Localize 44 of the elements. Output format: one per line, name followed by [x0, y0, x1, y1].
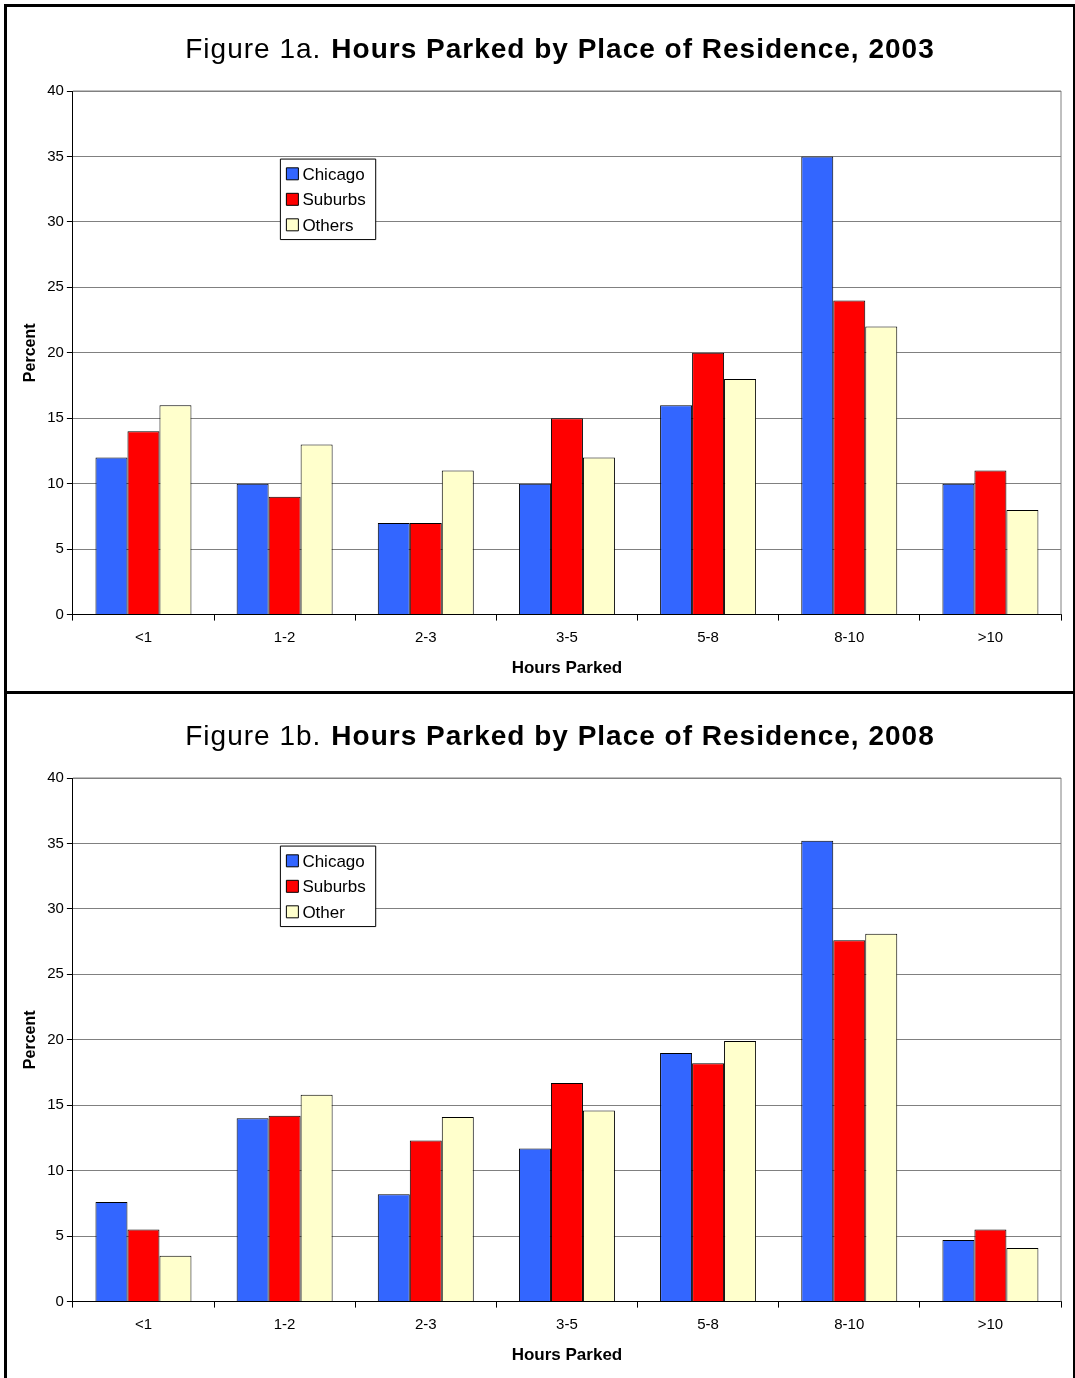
- y-tick-label: 30: [47, 212, 64, 230]
- legend-label: Suburbs: [302, 877, 366, 897]
- y-tick-label: 40: [47, 768, 64, 786]
- y-tick-label: 0: [55, 604, 64, 622]
- x-tick-label: 3-5: [556, 627, 578, 645]
- x-tick-label: 2-3: [414, 1314, 437, 1332]
- y-tick-label: 25: [47, 964, 64, 982]
- legend-label: Suburbs: [302, 190, 366, 210]
- legend-label: Others: [302, 215, 354, 235]
- x-tick-label: 1-2: [273, 627, 296, 645]
- x-tick-label: >10: [977, 627, 1004, 645]
- y-tick-label: 20: [47, 342, 64, 360]
- legend-label: Chicago: [302, 851, 365, 871]
- y-tick-label: 20: [47, 1029, 64, 1047]
- x-tick-label: 2-3: [414, 627, 437, 645]
- y-tick-label: 10: [47, 473, 64, 491]
- y-tick-label: 15: [47, 1095, 64, 1113]
- y-tick-label: 5: [55, 539, 64, 557]
- x-tick-label: <1: [134, 1314, 153, 1332]
- x-axis-title: Hours Parked: [511, 1345, 623, 1365]
- x-tick-label: 8-10: [834, 627, 865, 645]
- y-tick-label: 25: [47, 277, 64, 295]
- y-tick-label: 10: [47, 1160, 64, 1178]
- legend-label: Chicago: [302, 164, 365, 184]
- x-tick-label: 8-10: [834, 1314, 865, 1332]
- chart-title: Figure 1b. Hours Parked by Place of Residence, 2008: [184, 719, 936, 753]
- x-tick-label: 5-8: [697, 1314, 719, 1332]
- y-axis-title: Percent: [21, 322, 39, 383]
- chart-title: Figure 1a. Hours Parked by Place of Residence, 2003: [184, 32, 936, 66]
- x-tick-label: >10: [977, 1314, 1004, 1332]
- y-tick-label: 40: [47, 81, 64, 99]
- y-tick-label: 15: [47, 408, 64, 426]
- x-axis-title: Hours Parked: [511, 658, 623, 678]
- x-tick-label: 5-8: [697, 627, 719, 645]
- legend-label: Other: [302, 902, 346, 922]
- y-tick-label: 5: [55, 1226, 64, 1244]
- x-tick-label: <1: [134, 627, 153, 645]
- y-tick-label: 35: [47, 833, 64, 851]
- x-tick-label: 3-5: [556, 1314, 578, 1332]
- y-tick-label: 30: [47, 899, 64, 917]
- x-tick-label: 1-2: [273, 1314, 296, 1332]
- y-axis-title: Percent: [21, 1009, 39, 1070]
- y-tick-label: 0: [55, 1291, 64, 1309]
- y-tick-label: 35: [47, 146, 64, 164]
